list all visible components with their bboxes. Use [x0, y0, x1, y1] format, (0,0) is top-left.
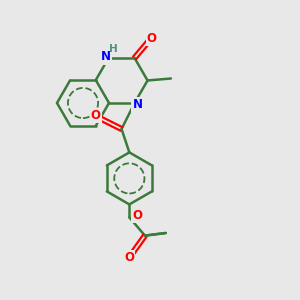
- Text: O: O: [147, 32, 157, 44]
- Text: N: N: [100, 50, 110, 64]
- Text: O: O: [91, 109, 101, 122]
- Text: H: H: [109, 44, 118, 54]
- Text: N: N: [133, 98, 142, 112]
- Text: O: O: [124, 251, 134, 264]
- Text: O: O: [132, 209, 142, 222]
